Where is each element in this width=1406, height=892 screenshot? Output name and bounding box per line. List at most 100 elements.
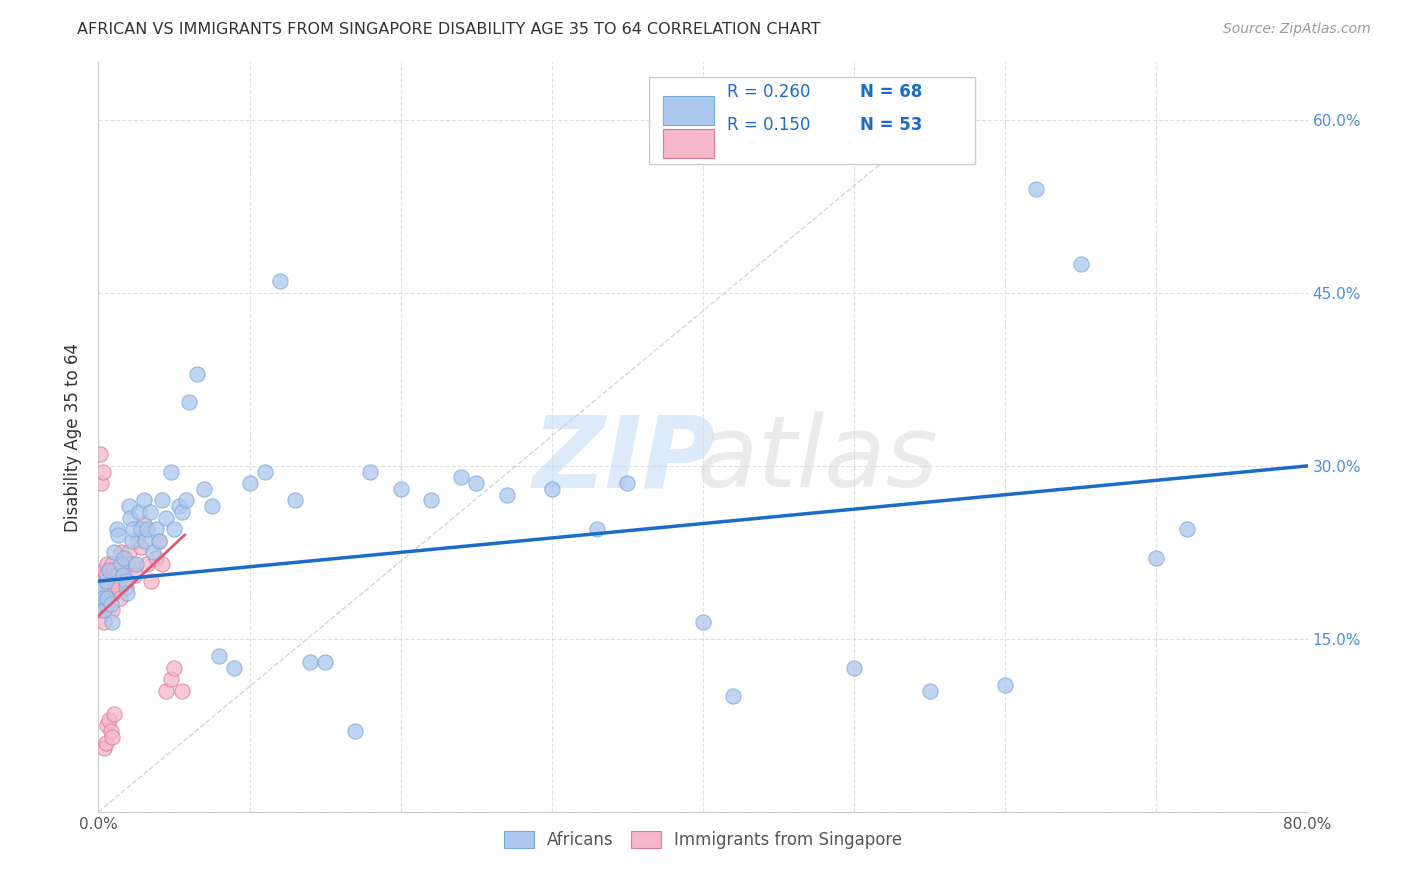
Point (163, 660, 186, 674)
Point (107, 580, 129, 594)
Point (91, 591, 114, 606)
Point (128, 505, 150, 519)
Point (129, 540, 152, 554)
Point (90, 603, 112, 617)
Point (98, 713, 121, 727)
Point (114, 574, 136, 589)
Text: N = 53: N = 53 (860, 116, 922, 134)
Point (127, 533, 149, 548)
Point (93, 615, 115, 629)
Point (135, 522, 157, 536)
Text: ZIP: ZIP (533, 411, 716, 508)
Point (148, 533, 170, 548)
Point (101, 730, 124, 744)
Point (495, 488, 517, 502)
Point (96, 718, 118, 732)
Point (91, 568, 114, 582)
Point (110, 557, 132, 571)
Point (89, 447, 111, 461)
Point (98, 563, 121, 577)
Point (1024, 182, 1046, 196)
Point (134, 533, 156, 548)
Point (91, 465, 114, 479)
Point (110, 545, 132, 559)
Point (105, 568, 128, 582)
Point (723, 690, 745, 704)
Point (174, 493, 197, 508)
Point (450, 470, 472, 484)
Point (692, 615, 714, 629)
Point (101, 557, 124, 571)
Point (98, 563, 121, 577)
FancyBboxPatch shape (648, 78, 976, 163)
Legend: Africans, Immigrants from Singapore: Africans, Immigrants from Singapore (498, 824, 908, 855)
Point (994, 678, 1017, 692)
Text: R = 0.260: R = 0.260 (727, 84, 810, 102)
Text: Source: ZipAtlas.com: Source: ZipAtlas.com (1223, 22, 1371, 37)
Point (465, 476, 488, 491)
Point (360, 465, 382, 479)
Point (122, 522, 145, 536)
Point (586, 522, 609, 536)
Point (111, 557, 134, 571)
Text: N = 68: N = 68 (860, 84, 922, 102)
Point (112, 568, 135, 582)
Point (94, 574, 117, 589)
Point (150, 557, 173, 571)
Point (94, 591, 117, 606)
Point (540, 482, 562, 496)
Point (141, 574, 163, 589)
Point (89, 591, 111, 606)
Point (150, 493, 173, 508)
Point (105, 522, 128, 536)
Point (124, 568, 146, 582)
Point (94, 568, 117, 582)
Point (114, 580, 136, 594)
Point (98, 580, 121, 594)
Point (108, 591, 131, 606)
Point (224, 660, 246, 674)
Point (100, 724, 122, 739)
Point (96, 557, 118, 571)
Point (93, 603, 115, 617)
Point (135, 557, 157, 571)
Point (115, 585, 138, 599)
Point (284, 493, 307, 508)
Point (107, 528, 129, 542)
Point (616, 476, 638, 491)
Point (125, 557, 148, 571)
Point (104, 580, 127, 594)
Point (253, 465, 276, 479)
Point (139, 505, 162, 519)
Point (170, 505, 193, 519)
Point (118, 545, 141, 559)
Point (132, 493, 155, 508)
Point (103, 706, 125, 721)
Point (299, 655, 322, 669)
Point (90, 580, 112, 594)
Point (420, 493, 443, 508)
Point (115, 557, 138, 571)
Point (112, 551, 135, 566)
Point (148, 533, 170, 548)
Y-axis label: Disability Age 35 to 64: Disability Age 35 to 64 (65, 343, 83, 532)
Point (93, 741, 115, 756)
Point (186, 367, 208, 381)
Point (155, 510, 177, 524)
Point (160, 672, 183, 686)
Point (1175, 522, 1198, 536)
Point (100, 597, 122, 611)
Point (389, 482, 412, 496)
Point (93, 563, 115, 577)
Point (120, 510, 142, 524)
Point (101, 615, 124, 629)
Point (344, 724, 367, 739)
Point (96, 591, 118, 606)
Text: AFRICAN VS IMMIGRANTS FROM SINGAPORE DISABILITY AGE 35 TO 64 CORRELATION CHART: AFRICAN VS IMMIGRANTS FROM SINGAPORE DIS… (77, 22, 821, 37)
Point (91, 597, 114, 611)
Point (121, 557, 143, 571)
Point (121, 533, 143, 548)
Point (179, 395, 201, 409)
Point (208, 649, 231, 664)
Point (193, 482, 215, 496)
